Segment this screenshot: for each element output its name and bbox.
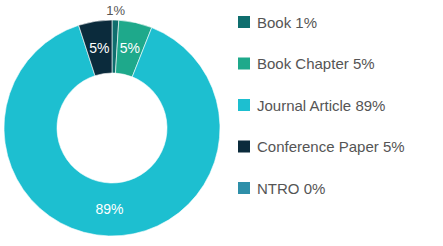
chart: 1% 5% 89% 5% Book 1% Book Chapter 5% Journal A… (0, 0, 443, 246)
legend-swatch (238, 182, 250, 194)
data-label: 5% (89, 40, 109, 56)
legend-label: Journal Article 89% (257, 97, 385, 114)
legend-swatch (238, 58, 250, 70)
legend: Book 1% Book Chapter 5% Journal Article 89… (238, 14, 405, 197)
legend-swatch (238, 141, 250, 153)
legend-label: Book 1% (257, 14, 317, 31)
slice (79, 20, 112, 76)
data-label: 89% (95, 201, 123, 217)
legend-label: NTRO 0% (257, 180, 325, 197)
legend-label: Book Chapter 5% (257, 55, 375, 72)
data-label: 5% (120, 40, 140, 56)
data-label: 1% (106, 3, 125, 18)
legend-label: Conference Paper 5% (257, 138, 405, 155)
data-labels: 1% 5% 89% 5% (89, 3, 140, 218)
legend-swatch (238, 16, 250, 28)
slices (4, 20, 220, 236)
legend-swatch (238, 99, 250, 111)
